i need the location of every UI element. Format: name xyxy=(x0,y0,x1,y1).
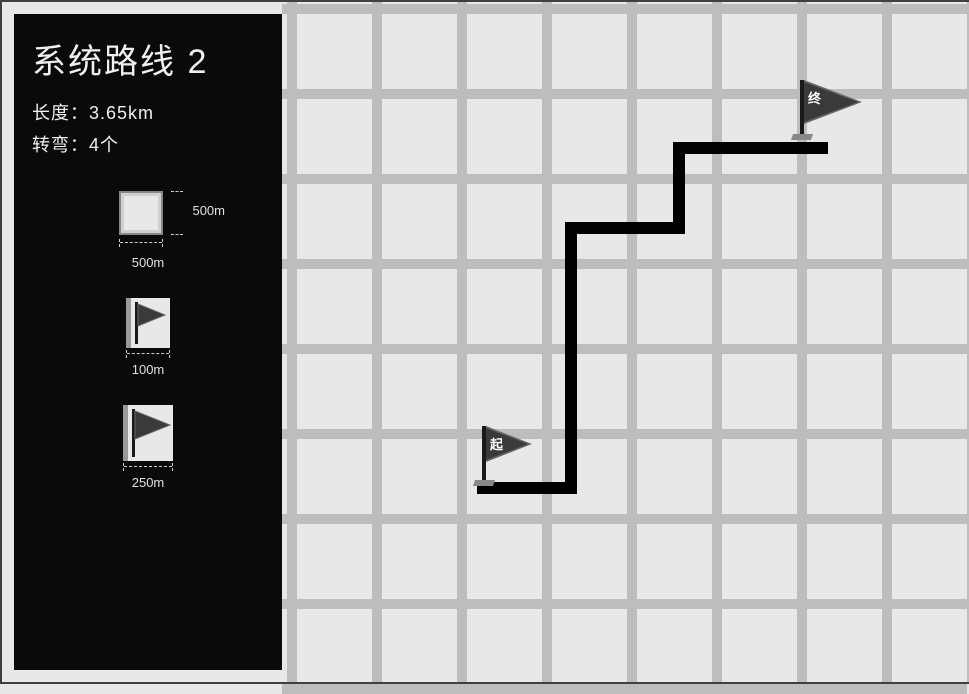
route-title: 系统路线 2 xyxy=(32,34,264,83)
length-label: 长度： xyxy=(32,103,89,123)
legend-start-flag-icon xyxy=(126,298,170,348)
legend-start-flag-width: 100m xyxy=(132,362,165,377)
route-preview-container: 系统路线 2 长度：3.65km 转弯：4个 500m 500m xyxy=(0,0,969,684)
length-line: 长度：3.65km xyxy=(32,99,264,125)
legend-end-flag: 250m xyxy=(123,405,173,490)
map-area: 起 终 xyxy=(282,2,967,682)
turns-value: 4个 xyxy=(89,135,119,155)
legend-section: 500m 500m 100m xyxy=(32,187,264,490)
legend-start-flag: 100m xyxy=(126,298,170,377)
legend-grid-height: 500m xyxy=(192,203,225,218)
legend-grid-icon: 500m xyxy=(115,187,181,251)
start-flag-label: 起 xyxy=(490,434,503,453)
length-value: 3.65km xyxy=(89,103,154,123)
route-path xyxy=(282,2,967,682)
end-flag-label: 终 xyxy=(808,88,821,107)
legend-end-flag-icon xyxy=(123,405,173,461)
legend-end-flag-width: 250m xyxy=(132,475,165,490)
turns-label: 转弯： xyxy=(32,135,89,155)
info-sidebar: 系统路线 2 长度：3.65km 转弯：4个 500m 500m xyxy=(14,14,282,670)
legend-grid-width: 500m xyxy=(132,255,165,270)
legend-grid-cell: 500m 500m xyxy=(115,187,181,270)
turns-line: 转弯：4个 xyxy=(32,131,264,157)
